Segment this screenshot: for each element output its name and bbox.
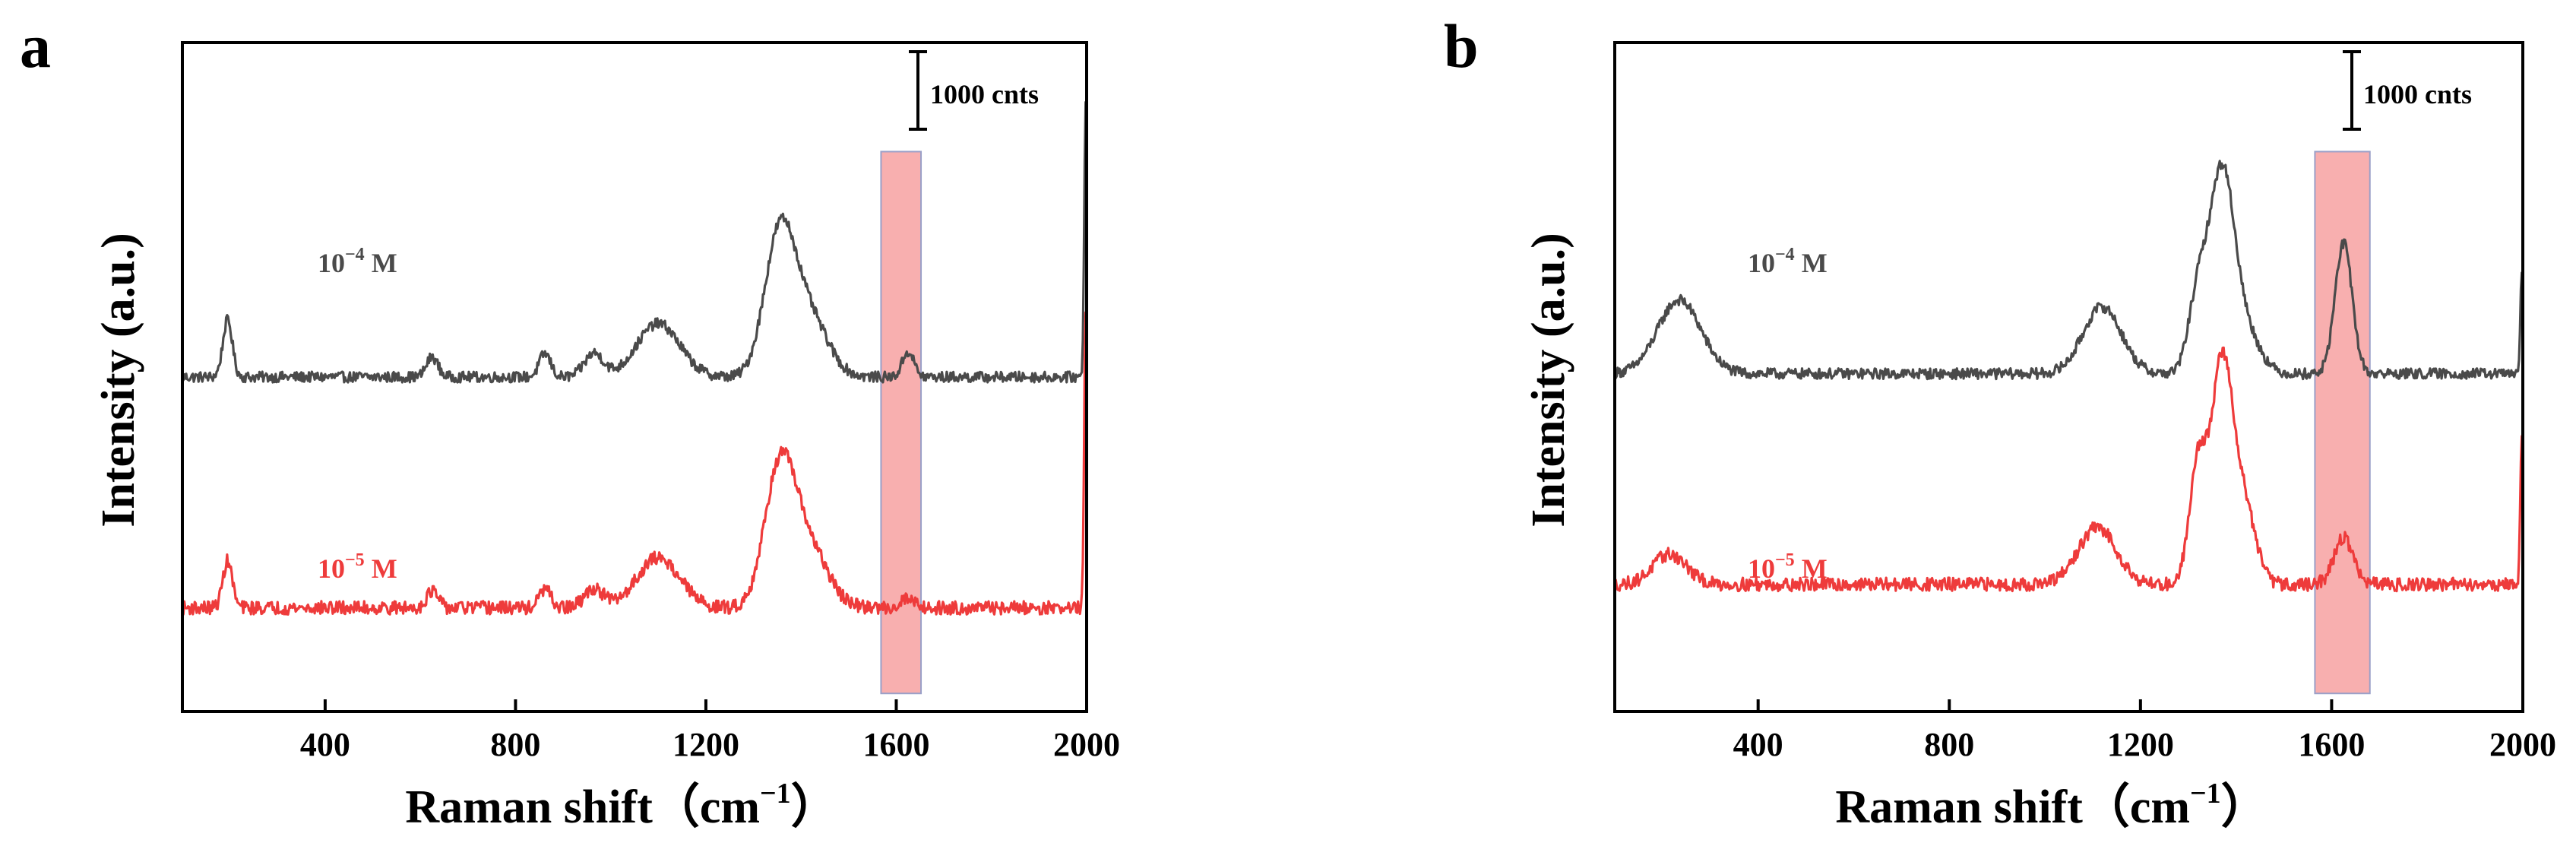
scale-bar-a: 1000 cnts: [909, 50, 1039, 131]
x-tick-label-a-1200: 1200: [672, 726, 739, 763]
panel-b: b Intensity (a.u.) 400 800 1200 1600 2000 10…: [1444, 11, 2556, 833]
series-label-b-high: 10−4 M: [1748, 245, 1828, 278]
panel-label-a: a: [20, 11, 51, 81]
axes-frame-a: [181, 41, 1088, 713]
x-tick-label-a-400: 400: [300, 726, 350, 763]
x-tick-label-b-2000: 2000: [2489, 726, 2556, 763]
series-label-b-low: 10−5 M: [1748, 550, 1828, 584]
series-line-a-low: [181, 311, 1088, 616]
x-tick-label-a-2000: 2000: [1053, 726, 1120, 763]
x-tick-label-b-1200: 1200: [2107, 726, 2174, 763]
x-axis-label-a: Raman shift（cm−1）: [405, 778, 837, 833]
x-tick-label-b-800: 800: [1924, 726, 1974, 763]
panel-label-b: b: [1444, 11, 1479, 81]
series-label-a-low: 10−5 M: [318, 550, 397, 584]
series-line-b-high: [1613, 160, 2524, 381]
y-axis-label-a: Intensity (a.u.): [93, 233, 144, 528]
scale-bar-label-b: 1000 cnts: [2363, 79, 2472, 109]
panel-a: a Intensity (a.u.) 400 800 1200 1600 2000 10…: [20, 11, 1120, 833]
series-line-a-high: [181, 100, 1088, 384]
highlight-band-b: [2314, 151, 2371, 695]
plot-area-a: 400 800 1200 1600 2000: [181, 41, 1120, 763]
y-axis-label-b: Intensity (a.u.): [1523, 233, 1574, 528]
x-tick-label-a-1600: 1600: [862, 726, 929, 763]
scale-bar-b: 1000 cnts: [2343, 50, 2472, 131]
series-label-a-high: 10−4 M: [318, 245, 397, 278]
x-tick-label-a-800: 800: [490, 726, 540, 763]
x-tick-label-b-400: 400: [1733, 726, 1783, 763]
x-tick-label-b-1600: 1600: [2298, 726, 2365, 763]
axes-frame-b: [1613, 41, 2524, 713]
x-axis-label-b: Raman shift（cm−1）: [1835, 778, 2267, 833]
plot-area-b: 400 800 1200 1600 2000: [1613, 41, 2556, 763]
series-line-b-low: [1614, 346, 2524, 593]
scale-bar-label-a: 1000 cnts: [930, 79, 1039, 109]
